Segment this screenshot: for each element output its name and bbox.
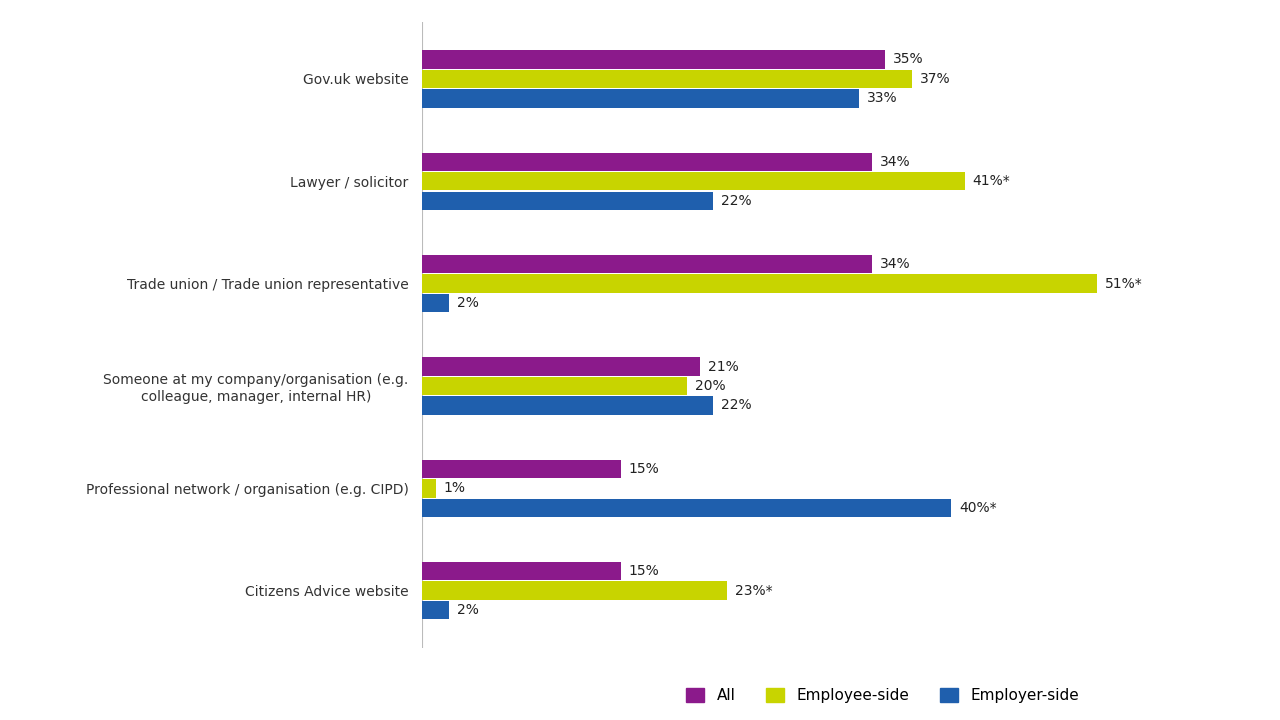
Bar xyxy=(422,582,727,600)
Text: 2%: 2% xyxy=(457,296,479,310)
Bar xyxy=(422,70,911,88)
Text: 34%: 34% xyxy=(881,257,910,271)
Text: 15%: 15% xyxy=(628,462,659,476)
Text: 51%*: 51%* xyxy=(1105,276,1143,291)
Text: 40%*: 40%* xyxy=(960,501,997,515)
Bar xyxy=(422,479,435,498)
Text: 20%: 20% xyxy=(695,379,726,393)
Bar xyxy=(422,192,713,210)
Bar xyxy=(422,255,872,274)
Text: 23%*: 23%* xyxy=(735,584,772,598)
Bar xyxy=(422,498,951,517)
Bar xyxy=(422,562,621,580)
Text: 34%: 34% xyxy=(881,155,910,168)
Text: 22%: 22% xyxy=(722,398,751,413)
Text: 37%: 37% xyxy=(920,72,950,86)
Bar xyxy=(422,153,872,171)
Text: 22%: 22% xyxy=(722,194,751,207)
Text: 15%: 15% xyxy=(628,564,659,578)
Legend: All, Employee-side, Employer-side: All, Employee-side, Employer-side xyxy=(686,688,1079,703)
Bar xyxy=(422,396,713,415)
Bar xyxy=(422,50,886,68)
Bar xyxy=(422,274,1097,293)
Bar xyxy=(422,601,449,619)
Bar xyxy=(422,357,700,376)
Bar xyxy=(422,377,687,395)
Text: 33%: 33% xyxy=(867,91,897,105)
Bar xyxy=(422,459,621,478)
Text: 41%*: 41%* xyxy=(973,174,1010,188)
Bar xyxy=(422,294,449,312)
Text: 35%: 35% xyxy=(893,53,924,66)
Text: 2%: 2% xyxy=(457,603,479,617)
Bar xyxy=(422,89,859,107)
Bar xyxy=(422,172,965,191)
Text: 21%: 21% xyxy=(708,359,739,374)
Text: 1%: 1% xyxy=(444,482,466,495)
